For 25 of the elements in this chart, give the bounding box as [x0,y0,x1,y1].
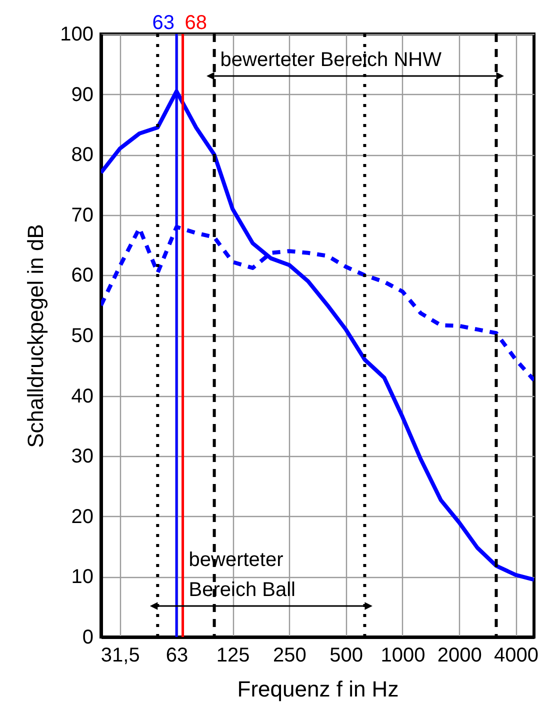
y-axis-title: Schalldruckpegel in dB [23,224,48,448]
x-tick-label: 63 [166,644,188,666]
ref-line-label: 68 [184,12,208,34]
x-tick-label: 125 [216,644,250,666]
annotation: bewerteter Bereich Ball [188,549,296,601]
y-tick-label: 30 [71,446,94,468]
x-tick-label: 2000 [437,644,482,666]
y-tick-label: 10 [71,566,94,588]
x-tick-label: 500 [330,644,364,666]
y-tick-label: 70 [71,204,94,226]
annotation: bewerteter Bereich NHW [220,49,442,71]
y-tick-label: 50 [71,325,94,347]
x-axis-title: Frequenz f in Hz [237,676,399,702]
y-tick-label: 80 [71,144,94,166]
ref-line-label: 63 [152,12,175,34]
x-tick-label: 250 [272,644,306,666]
y-tick-label: 60 [71,264,94,287]
y-tick-label: 90 [71,84,94,106]
y-tick-label: 0 [82,626,94,648]
x-tick-label: 4000 [494,644,539,666]
x-tick-label: 1000 [380,644,426,666]
y-tick-label: 100 [60,24,94,46]
y-tick-label: 20 [71,506,94,528]
y-tick-label: 40 [71,385,94,408]
x-tick-label: 31,5 [100,644,140,666]
